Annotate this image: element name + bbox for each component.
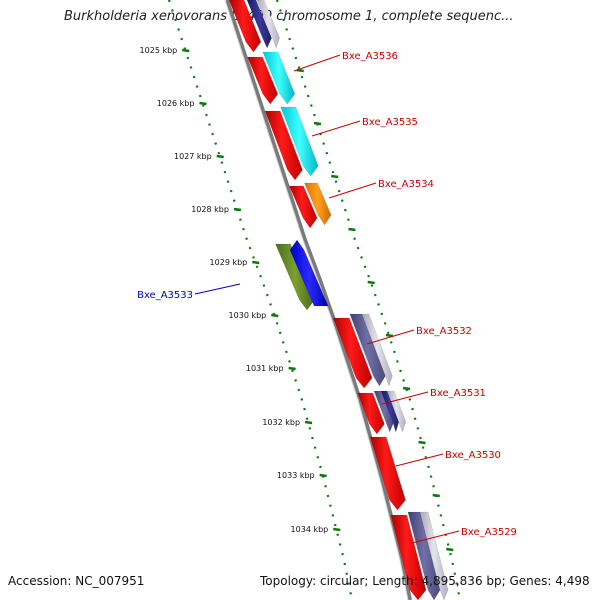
sequence-summary: Topology: circular; Length: 4,895,836 bp…: [260, 574, 590, 588]
tick-mark-left: [288, 366, 296, 371]
gene-feature[interactable]: [275, 243, 315, 311]
gene-label-leader: [293, 54, 341, 72]
tick-label: 1032 kbp: [262, 418, 300, 427]
tick-mark-right: [348, 227, 356, 232]
chromosome-backbone: [225, 0, 412, 600]
tick-mark-right: [367, 280, 375, 285]
gene-feature[interactable]: [380, 390, 400, 434]
gene-feature[interactable]: [264, 110, 303, 181]
gene-label[interactable]: Bxe_A3531: [430, 388, 486, 399]
gene-feature[interactable]: [419, 511, 449, 600]
gene-feature[interactable]: [247, 56, 279, 105]
tick-label: 1030 kbp: [229, 311, 267, 320]
gene-label[interactable]: Bxe_A3535: [362, 117, 418, 128]
tick-mark-left: [182, 48, 190, 53]
gene-feature[interactable]: [280, 106, 319, 177]
tick-mark-left: [199, 101, 207, 106]
tick-label: 1034 kbp: [291, 525, 329, 534]
gene-label[interactable]: Bxe_A3536: [342, 51, 398, 62]
gene-label-leader: [311, 120, 361, 137]
accession-text: Accession: NC_007951: [8, 574, 145, 588]
tick-mark-right: [446, 547, 454, 552]
tick-mark-left: [252, 260, 260, 265]
gene-labels[interactable]: Bxe_A3536 Bxe_A3535 Bxe_A3534 Bxe_A3533 Bxe_…: [137, 51, 517, 544]
gene-feature[interactable]: [390, 514, 427, 600]
gene-feature[interactable]: [228, 0, 262, 53]
gene-label-leader: [411, 530, 460, 544]
tick-label: 1029 kbp: [210, 258, 248, 267]
tick-mark-left: [233, 207, 242, 212]
gene-feature[interactable]: [357, 392, 385, 435]
tick-mark-left: [319, 473, 327, 478]
gene-features[interactable]: [228, 0, 449, 600]
tick-mark-right: [432, 493, 440, 498]
tick-mark-right: [402, 386, 411, 391]
gene-feature[interactable]: [246, 0, 272, 49]
tick-mark-left: [304, 420, 313, 425]
gene-feature[interactable]: [262, 51, 296, 105]
gene-feature[interactable]: [369, 436, 406, 511]
gene-label[interactable]: Bxe_A3533: [137, 290, 193, 301]
position-ticks: 1025 kbp 1026 kbp 1027 kbp 1028 kbp 1029 kbp…: [140, 46, 454, 552]
gene-feature[interactable]: [304, 182, 332, 226]
gene-label-leader: [328, 182, 377, 199]
gene-label-leader: [395, 453, 444, 467]
tick-label: 1028 kbp: [191, 205, 229, 214]
gene-label[interactable]: Bxe_A3529: [461, 527, 517, 538]
tick-label: 1033 kbp: [277, 471, 315, 480]
gene-feature[interactable]: [373, 390, 395, 433]
tick-mark-left: [216, 154, 224, 159]
tick-mark-left: [271, 313, 279, 318]
gene-label[interactable]: Bxe_A3530: [445, 450, 501, 461]
tick-mark-left: [333, 527, 341, 532]
gene-feature[interactable]: [349, 313, 386, 387]
gene-label-leader: [381, 391, 429, 405]
tick-label: 1025 kbp: [140, 46, 178, 55]
gene-feature[interactable]: [256, 0, 280, 49]
gene-feature[interactable]: [288, 185, 318, 229]
tick-mark-right: [385, 333, 394, 338]
gene-feature[interactable]: [407, 511, 441, 600]
tick-label: 1031 kbp: [246, 364, 284, 373]
tick-mark-right: [313, 121, 322, 126]
tick-mark-right: [418, 440, 426, 445]
gene-label[interactable]: Bxe_A3534: [378, 179, 434, 190]
gene-feature[interactable]: [361, 313, 393, 387]
gene-feature[interactable]: [332, 317, 373, 389]
gene-feature[interactable]: [289, 239, 329, 307]
gene-label[interactable]: Bxe_A3532: [416, 326, 472, 337]
tick-mark-right: [331, 174, 339, 179]
gene-label-leader: [194, 283, 241, 295]
tick-label: 1027 kbp: [174, 152, 212, 161]
gene-label-leader: [366, 329, 415, 345]
tick-label: 1026 kbp: [157, 99, 195, 108]
